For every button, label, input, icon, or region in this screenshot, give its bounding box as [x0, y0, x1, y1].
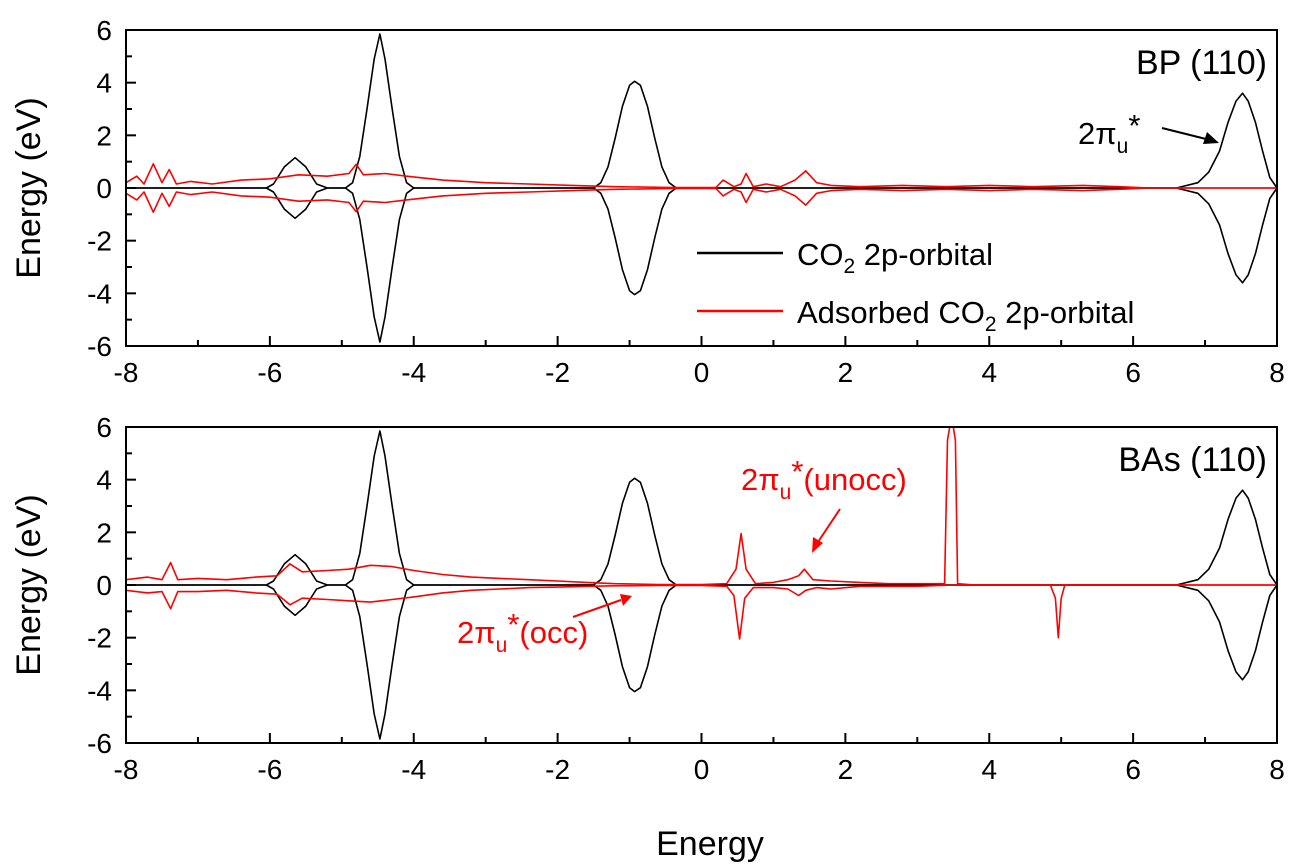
- arrowhead: [1203, 132, 1219, 144]
- series-co2-2p-lower-line: [126, 187, 1278, 343]
- y-axis-label: Energy (eV): [10, 97, 48, 278]
- y-tick-label: 0: [96, 173, 112, 204]
- annotation-2piu-unocc-label: 2πu*(unocc): [741, 454, 907, 504]
- annotation-2piu-star: 2πu*: [1078, 108, 1219, 158]
- x-tick-label: -6: [257, 754, 282, 785]
- x-tick-label: -2: [545, 754, 570, 785]
- x-tick-label: -8: [114, 357, 139, 388]
- legend-label-adsorbed: Adsorbed CO2 2p-orbital: [797, 295, 1134, 336]
- x-tick-label: -4: [401, 754, 426, 785]
- y-tick-label: 4: [96, 68, 112, 99]
- annotation-2piu-occ-label: 2πu*(occ): [457, 607, 588, 657]
- annotation-2piu-star-label: 2πu*: [1078, 108, 1140, 158]
- y-tick-label: -4: [87, 278, 112, 309]
- x-tick-label: 0: [694, 357, 710, 388]
- y-tick-label: 2: [96, 517, 112, 548]
- y-tick-label: -2: [87, 623, 112, 654]
- series-group: [125, 426, 1278, 740]
- x-tick-label: 8: [1269, 357, 1285, 388]
- x-axis-label: Energy: [656, 825, 764, 863]
- x-tick-label: -8: [114, 754, 139, 785]
- series-adsorbed-co2-2p-upper-line: [125, 163, 1277, 189]
- series-adsorbed-co2-2p-upper-line: [125, 426, 1277, 586]
- y-tick-label: -4: [87, 675, 112, 706]
- legend: CO2 2p-orbital Adsorbed CO2 2p-orbital: [697, 237, 1134, 336]
- y-tick-label: 6: [96, 15, 112, 46]
- legend-label-co2: CO2 2p-orbital: [797, 237, 993, 278]
- x-tick-label: 4: [981, 754, 997, 785]
- y-tick-label: -6: [87, 331, 112, 362]
- series-co2-2p-upper-line: [126, 33, 1278, 189]
- x-tick-label: 4: [981, 357, 997, 388]
- annotation-arrow: [817, 508, 841, 543]
- x-tick-label: 2: [838, 357, 854, 388]
- x-tick-label: 6: [1125, 357, 1141, 388]
- annotation-2piu-occ: 2πu*(occ): [457, 594, 632, 657]
- y-axis-label: Energy (eV): [10, 494, 48, 675]
- y-tick-label: -2: [87, 226, 112, 257]
- series-group: [125, 33, 1278, 343]
- series-co2-2p-upper-line: [126, 430, 1278, 586]
- series-adsorbed-co2-2p-lower-line: [125, 584, 1277, 640]
- annotation-arrow: [1161, 127, 1211, 141]
- series-co2-2p-lower-line: [126, 584, 1278, 740]
- annotation-arrow: [572, 599, 622, 618]
- annotation-2piu-unocc: 2πu*(unocc): [741, 454, 907, 553]
- y-tick-label: 0: [96, 570, 112, 601]
- x-tick-label: -6: [257, 357, 282, 388]
- arrowhead: [620, 594, 632, 606]
- x-tick-label: 2: [838, 754, 854, 785]
- panel-title: BP (110): [1136, 44, 1267, 82]
- x-tick-label: -2: [545, 357, 570, 388]
- panel-title: BAs (110): [1118, 441, 1267, 479]
- x-tick-label: 6: [1125, 754, 1141, 785]
- y-tick-label: 4: [96, 465, 112, 496]
- y-tick-label: -6: [87, 728, 112, 759]
- series-adsorbed-co2-2p-lower-line: [125, 187, 1277, 213]
- x-tick-label: 0: [694, 754, 710, 785]
- x-tick-label: 8: [1269, 754, 1285, 785]
- y-tick-label: 2: [96, 120, 112, 151]
- y-tick-label: 6: [96, 412, 112, 443]
- arrowhead: [812, 537, 823, 553]
- x-tick-label: -4: [401, 357, 426, 388]
